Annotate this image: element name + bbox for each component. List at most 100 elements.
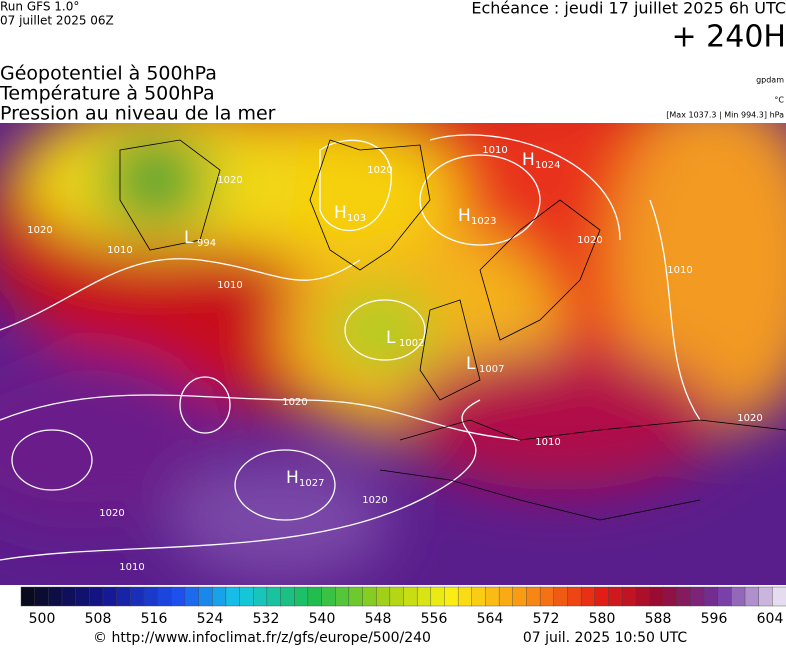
colorbar-cell xyxy=(61,586,77,607)
colorbar-label: 580 xyxy=(589,611,616,627)
colorbar-label: 532 xyxy=(253,611,280,627)
colorbar-label: 556 xyxy=(421,611,448,627)
colorbar-label: 596 xyxy=(701,611,728,627)
colorbar-label: 604 xyxy=(757,611,784,627)
colorbar-cell xyxy=(703,586,719,607)
unit: [Max 1037.3 | Min 994.3] hPa xyxy=(666,111,784,120)
colorbar-cell xyxy=(253,586,268,607)
colorbar-cell xyxy=(594,586,609,607)
colorbar-cell xyxy=(526,586,541,607)
colorbar-cell xyxy=(403,586,418,607)
center-kind: H xyxy=(286,468,299,488)
colorbar-cell xyxy=(389,586,405,607)
run: Run GFS 1.0° xyxy=(0,0,79,14)
colorbar-cell xyxy=(635,586,650,607)
center-kind: L xyxy=(386,328,396,348)
isobar-label: 1020 xyxy=(577,235,602,246)
colorbar-cell xyxy=(116,586,131,607)
colorbar-label: 516 xyxy=(141,611,168,627)
unit: °C xyxy=(774,96,784,105)
colorbar-cell xyxy=(225,586,241,607)
colorbar-cell xyxy=(348,586,364,607)
center-value: 1002 xyxy=(399,338,424,349)
colorbar-cell xyxy=(471,586,486,607)
colorbar-cell xyxy=(48,586,63,607)
colorbar-cell xyxy=(362,586,377,607)
coastlines xyxy=(119,139,786,521)
colorbar-cell xyxy=(580,586,596,607)
colorbar-cell xyxy=(662,586,678,607)
colorbar-cell xyxy=(717,586,732,607)
colorbar-label: 508 xyxy=(85,611,112,627)
center-value: 1007 xyxy=(479,364,504,375)
colorbar-cell xyxy=(567,586,582,607)
colorbar-label: 564 xyxy=(477,611,504,627)
colorbar-cell xyxy=(772,586,786,607)
colorbar-label: 548 xyxy=(365,611,392,627)
isobar-label: 1010 xyxy=(107,245,132,256)
colorbar-cell xyxy=(89,586,104,607)
colorbar-cell xyxy=(731,586,746,607)
generated: 07 juil. 2025 10:50 UTC xyxy=(523,630,688,646)
isobar-label: 1020 xyxy=(367,165,392,176)
isobars xyxy=(0,134,701,561)
colorbar-cell xyxy=(75,586,90,607)
colorbar-cell xyxy=(676,586,691,607)
center-value: 1024 xyxy=(535,160,560,171)
colorbar-cell xyxy=(34,586,49,607)
isobar-label: 1020 xyxy=(362,495,387,506)
colorbar-cell xyxy=(184,586,200,607)
colorbar-cell xyxy=(334,586,350,607)
colorbar-cell xyxy=(375,586,391,607)
colorbar-cell xyxy=(294,586,309,607)
run-date: 07 juillet 2025 06Z xyxy=(0,14,114,28)
center-kind: H xyxy=(334,203,347,223)
source: © http://www.infoclimat.fr/z/gfs/europe/… xyxy=(93,630,431,646)
center-value: 994 xyxy=(197,238,216,249)
colorbar-cell xyxy=(690,586,705,607)
colorbar-cell xyxy=(457,586,473,607)
unit: gpdam xyxy=(756,76,784,85)
colorbar-cell xyxy=(171,586,186,607)
colorbar-cell xyxy=(130,586,145,607)
center-kind: L xyxy=(184,228,194,248)
colorbar-cell xyxy=(321,586,336,607)
field: Géopotentiel à 500hPa xyxy=(0,63,217,85)
colorbar-cell xyxy=(444,586,459,607)
colorbar-cell xyxy=(485,586,500,607)
isobar-label: 1010 xyxy=(535,437,560,448)
colorbar-cell xyxy=(157,586,172,607)
center-kind: H xyxy=(522,150,535,170)
colorbar-label: 572 xyxy=(533,611,560,627)
colorbar-label: 524 xyxy=(197,611,224,627)
isobar-label: 1010 xyxy=(119,562,144,573)
colorbar-cell xyxy=(621,586,637,607)
colorbar-cell xyxy=(143,586,159,607)
isobar-label: 1010 xyxy=(667,265,692,276)
colorbar-label: 500 xyxy=(29,611,56,627)
lead-time: + 240H xyxy=(672,20,786,55)
field: Pression au niveau de la mer xyxy=(0,103,276,125)
isobar-label: 1020 xyxy=(27,225,52,236)
colorbar: 500 508 516 524 532 540 548 556 564 572 580 588 596 6… xyxy=(20,586,786,627)
colorbar-label: 540 xyxy=(309,611,336,627)
colorbar-cell xyxy=(198,586,213,607)
colorbar-cell xyxy=(102,586,118,607)
center-kind: H xyxy=(458,206,471,226)
isobar-label: 1010 xyxy=(482,145,507,156)
isobar-label: 1010 xyxy=(217,280,242,291)
colorbar-label: 588 xyxy=(645,611,672,627)
colorbar-cell xyxy=(539,586,555,607)
colorbar-cell xyxy=(553,586,568,607)
isobar-label: 1020 xyxy=(217,175,242,186)
colorbar-cell xyxy=(498,586,514,607)
colorbar-cell xyxy=(20,586,36,607)
colorbar-cell xyxy=(416,586,432,607)
colorbar-cell xyxy=(430,586,445,607)
colorbar-cell xyxy=(744,586,760,607)
valid-time: Echéance : jeudi 17 juillet 2025 6h UTC xyxy=(471,0,786,18)
isobar-label: 1020 xyxy=(99,508,124,519)
colorbar-cell xyxy=(307,586,323,607)
